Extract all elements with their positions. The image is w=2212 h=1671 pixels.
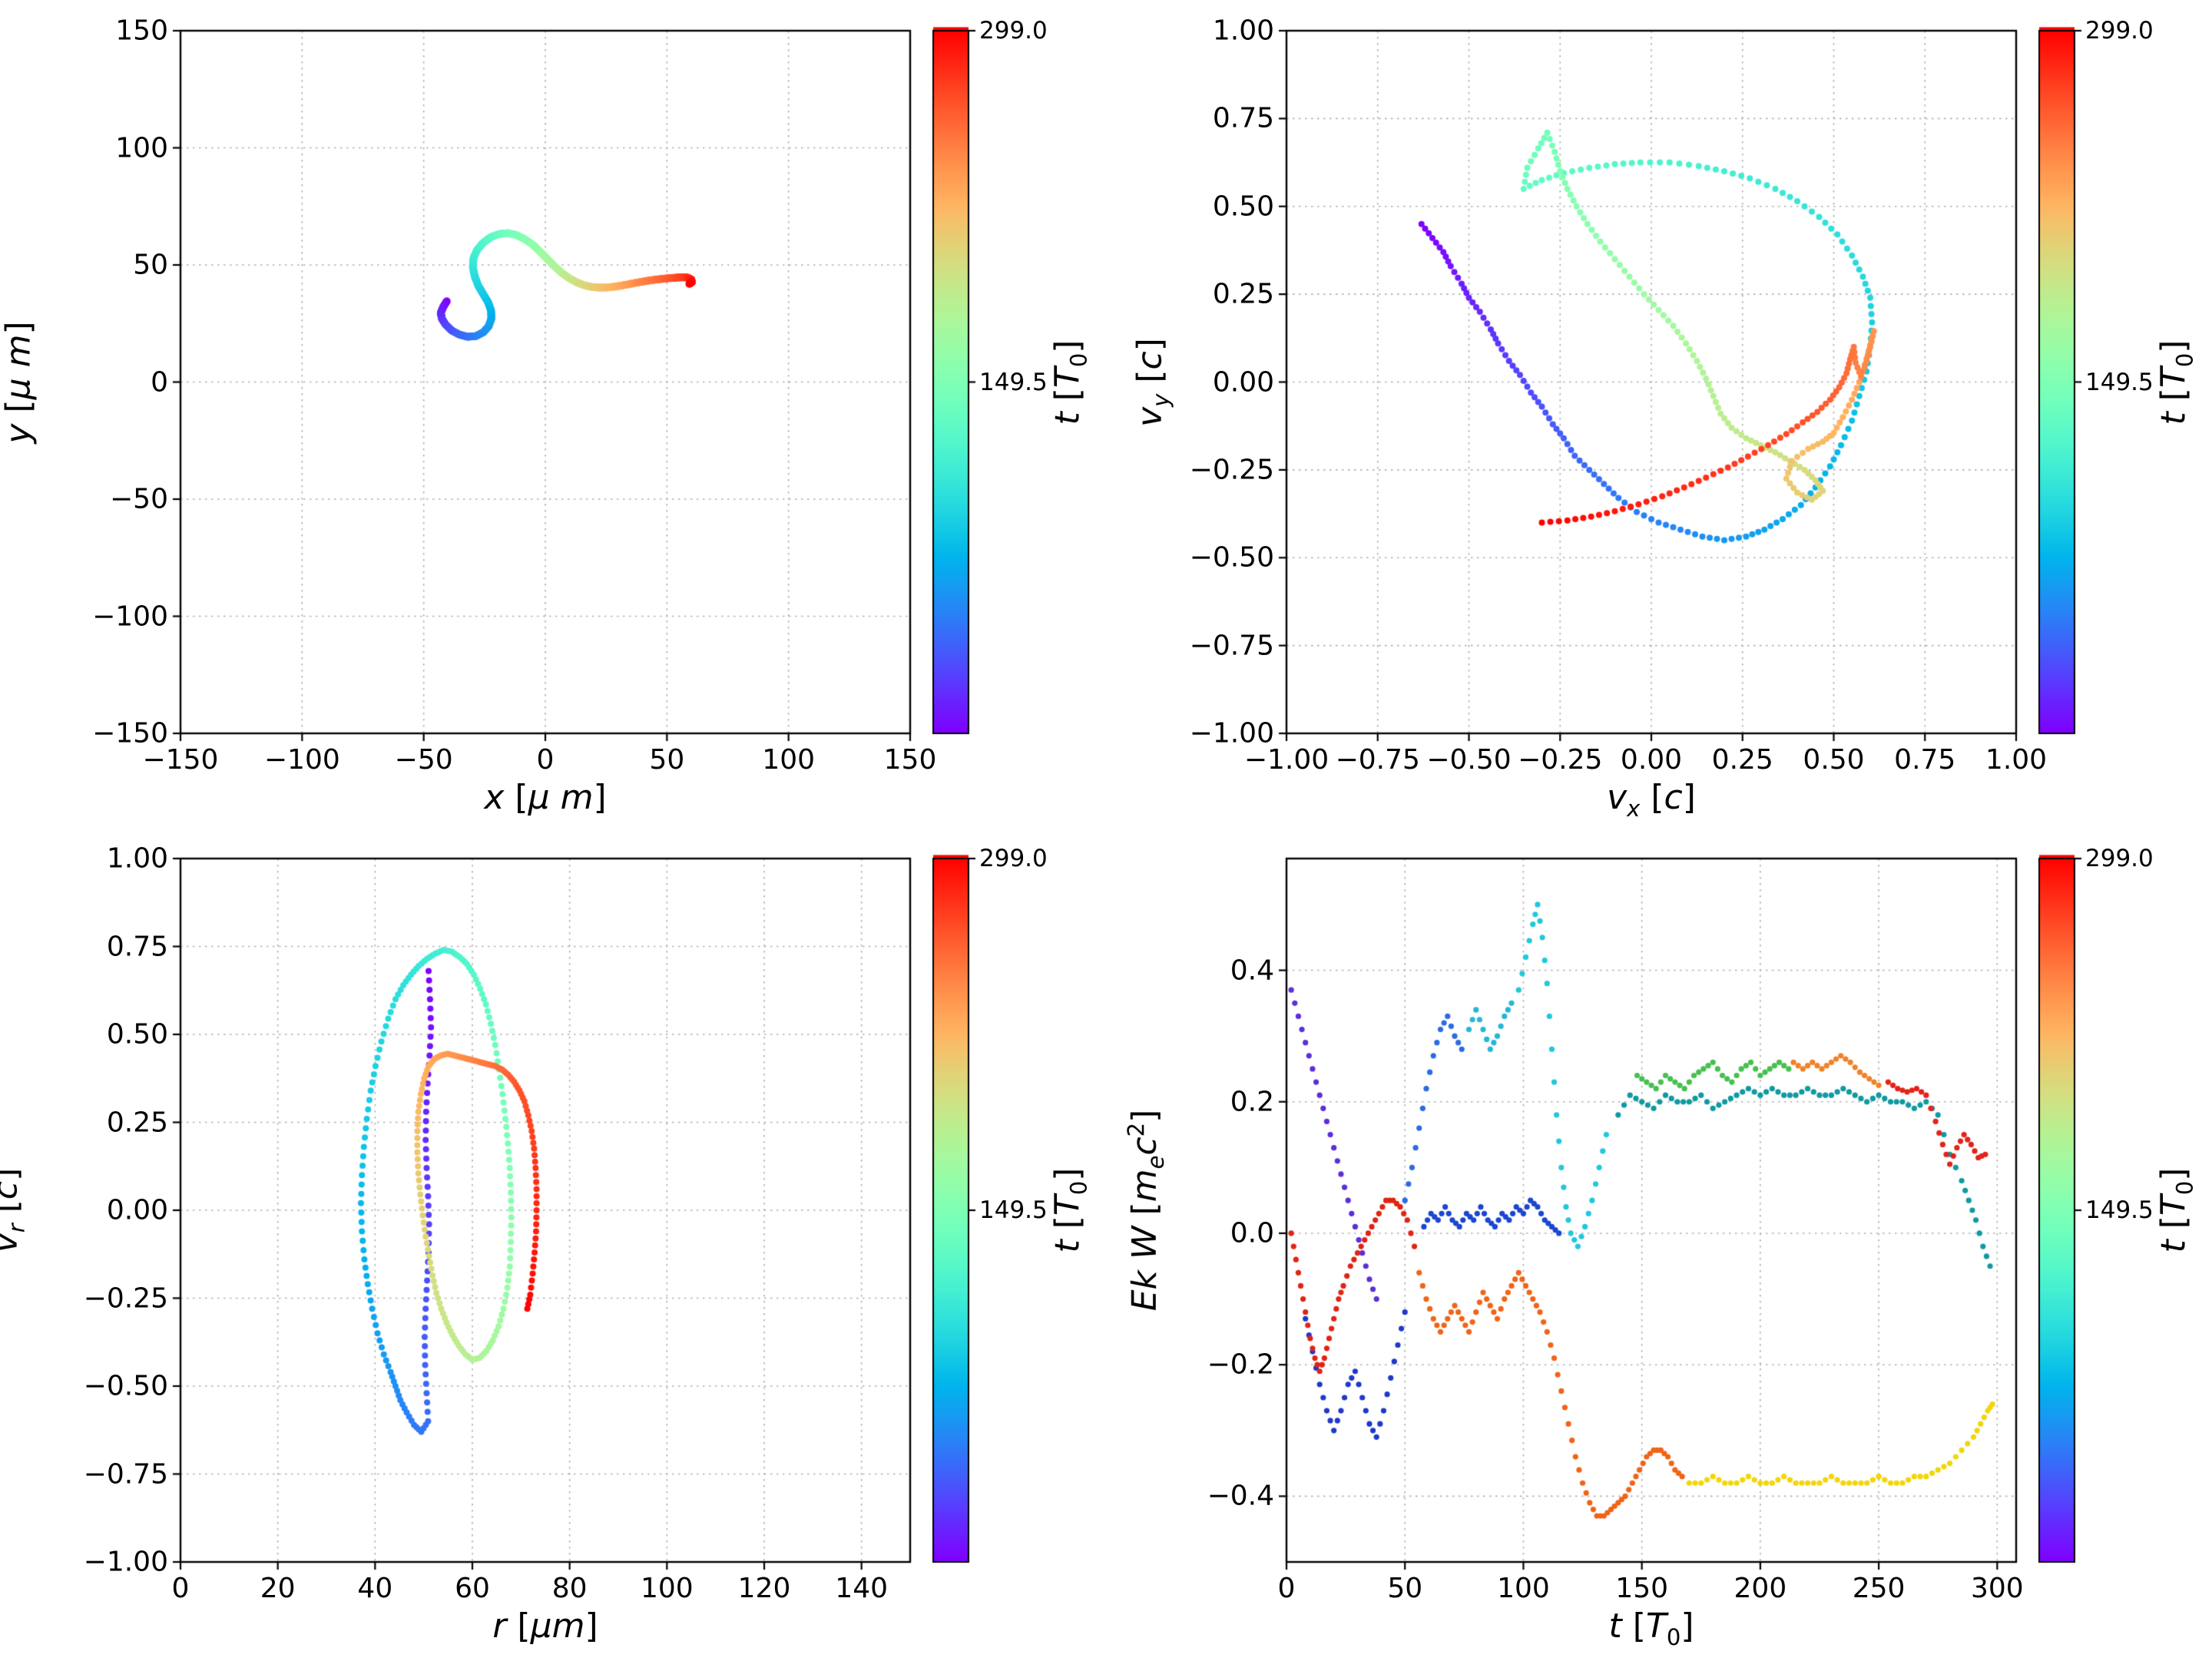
y-tick-label: 1.00 — [1212, 15, 1274, 47]
x-tick-label: −100 — [263, 744, 340, 776]
trajectory-xy-canvas — [0, 0, 1106, 836]
subplot-velocity-vxvy: −1.00 −0.75 −0.50 −0.25 0.00 0.25 0.50 0.75 1.00… — [1106, 0, 2212, 836]
x-tick-label: 0 — [1277, 1573, 1296, 1604]
colorbar-tick-label: 299.0 — [2085, 17, 2154, 45]
y-tick-label: 0 — [151, 366, 168, 398]
x-tick-label: 40 — [357, 1573, 393, 1604]
y-tick-label: −0.75 — [83, 1458, 168, 1490]
x-tick-label: −1.00 — [1243, 744, 1330, 776]
x-tick-label: 1.00 — [1985, 744, 2048, 776]
y-tick-label: 0.2 — [1230, 1086, 1274, 1118]
radial-rvr-canvas — [0, 836, 1106, 1671]
y-tick-label: 0.00 — [106, 1194, 168, 1226]
y-tick-label: −0.25 — [83, 1282, 168, 1314]
y-tick-label: 0.00 — [1212, 366, 1274, 398]
y-tick-label: −0.75 — [1189, 630, 1274, 662]
colorbar-tick-label: 299.0 — [2085, 845, 2154, 872]
x-tick-label: 0 — [171, 1573, 190, 1604]
y-tick-label: −100 — [92, 601, 168, 632]
x-tick-label: 200 — [1734, 1573, 1787, 1604]
y-tick-label: 0.25 — [106, 1107, 168, 1138]
y-tick-label: 0.50 — [1212, 190, 1274, 223]
x-tick-label: 250 — [1852, 1573, 1906, 1604]
y-tick-label: 0.75 — [106, 931, 168, 962]
x-tick-label: 150 — [883, 744, 937, 776]
y-tick-label: −0.50 — [1189, 541, 1274, 574]
x-tick-label: 100 — [1497, 1573, 1550, 1604]
y-tick-label: 100 — [115, 132, 168, 164]
x-tick-label: −50 — [394, 744, 453, 776]
x-axis-label: vx [c] — [1607, 778, 1696, 822]
y-tick-label: −0.25 — [1189, 454, 1274, 486]
y-tick-label: 50 — [133, 249, 168, 281]
x-tick-label: 50 — [649, 744, 685, 776]
colorbar-title: t [T0] — [1048, 339, 1092, 425]
x-tick-label: 0 — [536, 744, 555, 776]
y-axis-label: vy [c] — [1130, 337, 1174, 427]
x-tick-label: 100 — [640, 1573, 694, 1604]
y-tick-label: 0.75 — [1212, 102, 1274, 134]
colorbar-tick-label: 149.5 — [979, 368, 1048, 396]
x-tick-label: 140 — [835, 1573, 889, 1604]
x-tick-label: 150 — [1615, 1573, 1669, 1604]
x-tick-label: 0.50 — [1803, 744, 1865, 776]
x-tick-label: 120 — [737, 1573, 791, 1604]
x-tick-label: −0.75 — [1335, 744, 1420, 776]
y-tick-label: −150 — [92, 717, 168, 749]
x-tick-label: 0.00 — [1620, 744, 1683, 776]
y-tick-label: 1.00 — [106, 842, 168, 875]
x-tick-label: −150 — [142, 744, 219, 776]
y-tick-label: −0.2 — [1207, 1348, 1274, 1381]
x-axis-label: t [T0] — [1608, 1606, 1694, 1650]
subplot-radial-rvr: 0 20 40 60 80 100 120 140 −1.00 −0.75 −0.50 −0.25 0.… — [0, 836, 1106, 1671]
colorbar-tick-label: 149.5 — [2085, 368, 2154, 396]
y-tick-label: −1.00 — [83, 1546, 168, 1578]
colorbar-title: t [T0] — [2154, 339, 2198, 425]
x-tick-label: 0.25 — [1711, 744, 1773, 776]
y-tick-label: 0.50 — [106, 1018, 168, 1051]
colorbar-title: t [T0] — [1048, 1167, 1092, 1253]
x-axis-label: r [μm] — [492, 1606, 598, 1646]
colorbar-title: t [T0] — [2154, 1167, 2198, 1253]
y-tick-label: 0.25 — [1212, 278, 1274, 310]
y-axis-label: vr [c] — [0, 1168, 30, 1253]
x-tick-label: 0.75 — [1894, 744, 1956, 776]
colorbar-tick-label: 299.0 — [979, 845, 1048, 872]
y-tick-label: 0.4 — [1230, 955, 1274, 987]
x-tick-label: 100 — [762, 744, 816, 776]
y-tick-label: −0.50 — [83, 1370, 168, 1402]
x-tick-label: 60 — [455, 1573, 490, 1604]
colorbar-tick-label: 149.5 — [2085, 1196, 2154, 1224]
x-tick-label: 80 — [551, 1573, 588, 1604]
colorbar-tick-label: 299.0 — [979, 17, 1048, 45]
y-tick-label: −1.00 — [1189, 717, 1274, 749]
y-tick-label: −50 — [110, 483, 168, 515]
x-tick-label: −0.50 — [1426, 744, 1512, 776]
x-tick-label: 20 — [260, 1573, 296, 1604]
y-axis-label: Ek W [mec2] — [1123, 1109, 1169, 1312]
y-axis-label: y [μ m] — [0, 320, 38, 444]
colorbar-tick-label: 149.5 — [979, 1196, 1048, 1224]
x-axis-label: x [μ m] — [484, 778, 607, 817]
energy-ekw-canvas — [1106, 836, 2212, 1671]
x-tick-label: 300 — [1970, 1573, 2024, 1604]
y-tick-label: 0.0 — [1230, 1217, 1274, 1249]
y-tick-label: 150 — [115, 15, 168, 47]
subplot-trajectory-xy: −150 −100 −50 0 50 100 150 −150 −100 −50 0 50 100 150… — [0, 0, 1106, 836]
subplot-energy-ekw: 0 50 100 150 200 250 300 −0.4 −0.2 0.0 0.2 0.4 t [T0… — [1106, 836, 2212, 1671]
y-tick-label: −0.4 — [1207, 1480, 1274, 1512]
x-tick-label: 50 — [1387, 1573, 1423, 1604]
velocity-vxvy-canvas — [1106, 0, 2212, 836]
x-tick-label: −0.25 — [1518, 744, 1603, 776]
